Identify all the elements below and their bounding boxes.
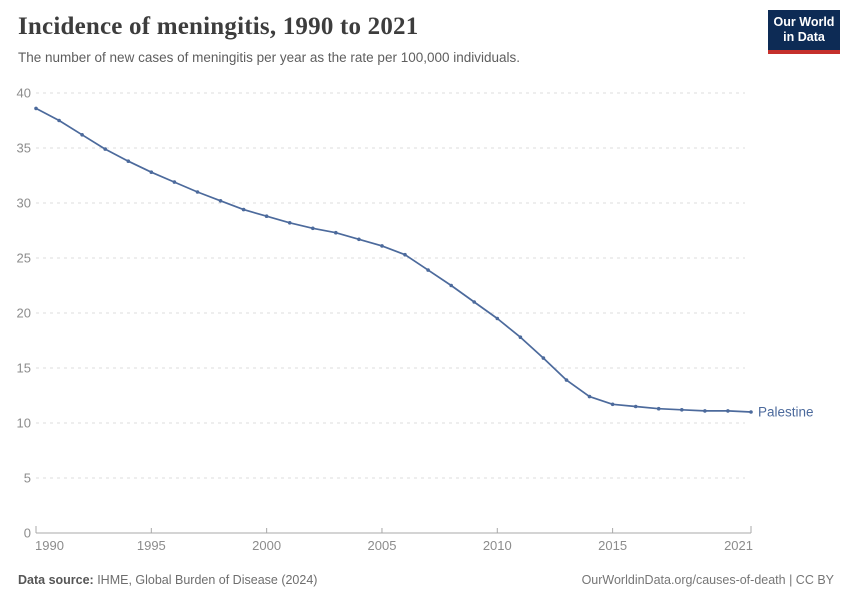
owid-url-link[interactable]: OurWorldinData.org/causes-of-death | CC …	[581, 573, 834, 587]
data-point	[541, 356, 546, 360]
data-point	[149, 170, 154, 174]
data-point	[726, 409, 730, 413]
owid-logo[interactable]: Our World in Data	[768, 10, 840, 54]
chart-footer: Data source: IHME, Global Burden of Dise…	[18, 573, 834, 587]
x-tick-label: 2015	[598, 538, 627, 553]
y-tick-label: 10	[17, 416, 31, 431]
series-label[interactable]: Palestine	[758, 405, 814, 420]
y-tick-label: 25	[17, 251, 31, 266]
data-point	[172, 180, 177, 184]
data-point	[241, 207, 246, 212]
y-tick-label: 0	[24, 526, 31, 541]
data-point	[449, 283, 454, 288]
data-point	[80, 133, 84, 137]
data-point	[426, 268, 430, 272]
data-point	[472, 300, 477, 304]
x-tick-label: 1995	[137, 538, 166, 553]
data-point	[57, 118, 61, 123]
y-tick-label: 40	[17, 86, 31, 101]
data-point	[126, 159, 131, 163]
x-tick-label: 1990	[35, 538, 64, 553]
data-point	[334, 230, 338, 235]
y-tick-label: 5	[24, 471, 31, 486]
owid-logo-line2: in Data	[783, 30, 825, 45]
data-point	[495, 316, 500, 321]
x-tick-label: 2021	[724, 538, 753, 553]
data-line	[35, 107, 752, 413]
data-point	[703, 409, 707, 413]
chart-header: Incidence of meningitis, 1990 to 2021 Th…	[18, 13, 740, 65]
data-point	[195, 190, 200, 194]
x-tick-label: 2005	[368, 538, 397, 553]
data-source-value: IHME, Global Burden of Disease (2024)	[93, 573, 318, 587]
data-point	[380, 244, 384, 248]
chart-svg: 0 5 10 15 20 25 30 35 40 1990 1995 2000 2005 2010 2015…	[17, 86, 814, 554]
data-point	[34, 106, 38, 111]
data-source: Data source: IHME, Global Burden of Dise…	[18, 573, 317, 587]
chart-subtitle: The number of new cases of meningitis pe…	[18, 50, 521, 65]
x-tick-label: 2010	[483, 538, 512, 553]
data-point	[518, 335, 523, 339]
data-point	[656, 406, 661, 411]
data-point	[103, 147, 107, 151]
data-point	[564, 378, 569, 382]
page-title: Incidence of meningitis, 1990 to 2021	[18, 13, 419, 40]
data-point	[403, 252, 407, 257]
y-tick-label: 35	[17, 141, 31, 156]
x-tick-label: 2000	[252, 538, 281, 553]
data-point	[357, 237, 361, 242]
data-point	[633, 404, 638, 409]
data-point	[311, 226, 315, 231]
data-point	[680, 408, 684, 412]
y-tick-label: 30	[17, 196, 31, 211]
y-tick-label: 20	[17, 306, 31, 321]
data-point	[587, 394, 592, 399]
y-tick-label: 15	[17, 361, 31, 376]
data-source-label: Data source:	[18, 573, 94, 587]
owid-logo-line1: Our World	[773, 15, 835, 29]
data-point	[264, 214, 269, 218]
data-point	[610, 402, 615, 407]
data-point	[287, 221, 292, 225]
chart-area: 0 5 10 15 20 25 30 35 40 1990 1995 2000 2005 2010 2015…	[0, 85, 850, 560]
data-point	[749, 410, 753, 414]
data-point	[218, 199, 223, 203]
